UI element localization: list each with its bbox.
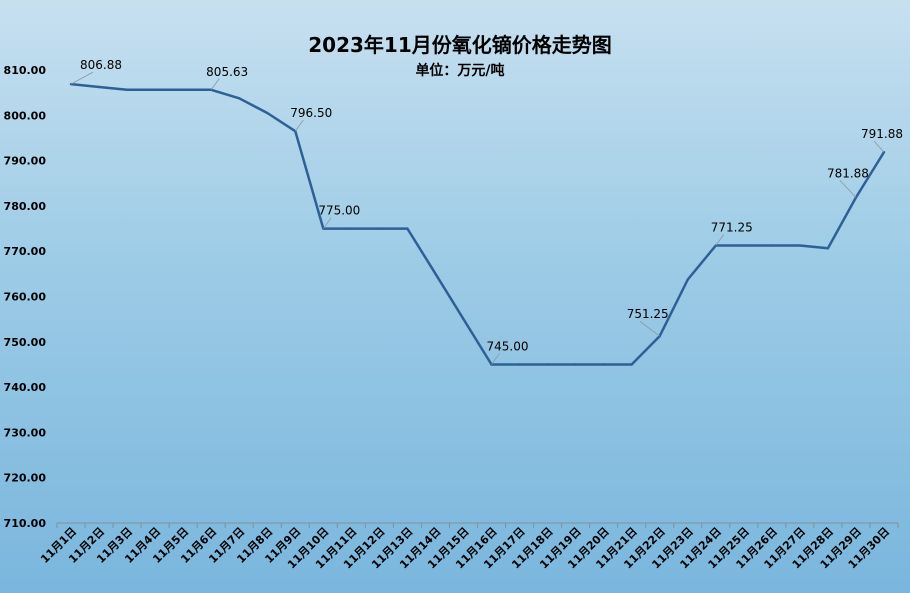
y-tick-label: 750.00 xyxy=(4,336,47,349)
data-point xyxy=(770,244,774,247)
data-point xyxy=(434,272,437,276)
y-tick-label: 810.00 xyxy=(4,64,47,77)
data-label-leader xyxy=(210,78,220,91)
y-tick-label: 790.00 xyxy=(4,155,47,168)
data-label: 771.25 xyxy=(711,221,753,235)
data-label-leader xyxy=(715,234,725,246)
series-line xyxy=(70,82,886,366)
data-point xyxy=(378,227,381,230)
data-label: 751.25 xyxy=(627,307,669,321)
axes: 710.00 720.00 730.00 740.00 750.00 760.00 770.… xyxy=(4,64,899,571)
data-point xyxy=(125,88,129,91)
data-label: 745.00 xyxy=(487,339,529,353)
data-point xyxy=(406,227,409,230)
data-label-leader xyxy=(839,180,857,198)
data-point xyxy=(742,244,746,247)
data-point xyxy=(266,111,269,115)
y-tick-label: 740.00 xyxy=(4,381,47,394)
data-point xyxy=(462,317,465,321)
data-label: 796.50 xyxy=(290,106,332,120)
data-label-leader xyxy=(294,119,304,132)
data-label: 805.63 xyxy=(206,65,248,79)
data-label: 775.00 xyxy=(318,204,360,218)
data-point xyxy=(97,85,101,89)
y-tick-label: 770.00 xyxy=(4,245,47,258)
data-label-leader xyxy=(322,217,332,229)
data-label-leader xyxy=(873,140,885,153)
chart-subtitle: 单位：万元/吨 xyxy=(415,62,504,79)
y-tick-label: 780.00 xyxy=(4,200,47,213)
data-point xyxy=(546,363,549,366)
data-label-leader xyxy=(639,320,660,337)
data-point xyxy=(686,278,689,281)
data-point xyxy=(602,363,605,366)
data-label-leader xyxy=(70,71,94,85)
data-label-leader xyxy=(491,353,500,365)
data-point xyxy=(153,88,157,91)
data-label: 791.88 xyxy=(861,127,903,141)
y-tick-label: 760.00 xyxy=(4,291,47,304)
y-tick-label: 800.00 xyxy=(4,109,47,122)
data-point xyxy=(238,97,241,100)
data-point xyxy=(826,247,830,250)
data-labels: 806.88 805.63 796.50 775.00 745.00 751.25 771.… xyxy=(70,58,903,365)
y-tick-label: 710.00 xyxy=(4,517,47,530)
series-layer xyxy=(69,82,886,366)
data-point xyxy=(350,227,353,230)
data-label: 806.88 xyxy=(80,58,122,72)
chart-title: 2023年11月份氧化镝价格走势图 xyxy=(308,33,612,57)
y-tick-label: 730.00 xyxy=(4,426,47,439)
data-point xyxy=(798,244,802,247)
data-label: 781.88 xyxy=(827,166,869,180)
data-point xyxy=(574,363,577,366)
data-point xyxy=(630,363,633,366)
data-point xyxy=(181,88,185,91)
y-tick-label: 720.00 xyxy=(4,472,47,485)
data-point xyxy=(518,363,521,366)
